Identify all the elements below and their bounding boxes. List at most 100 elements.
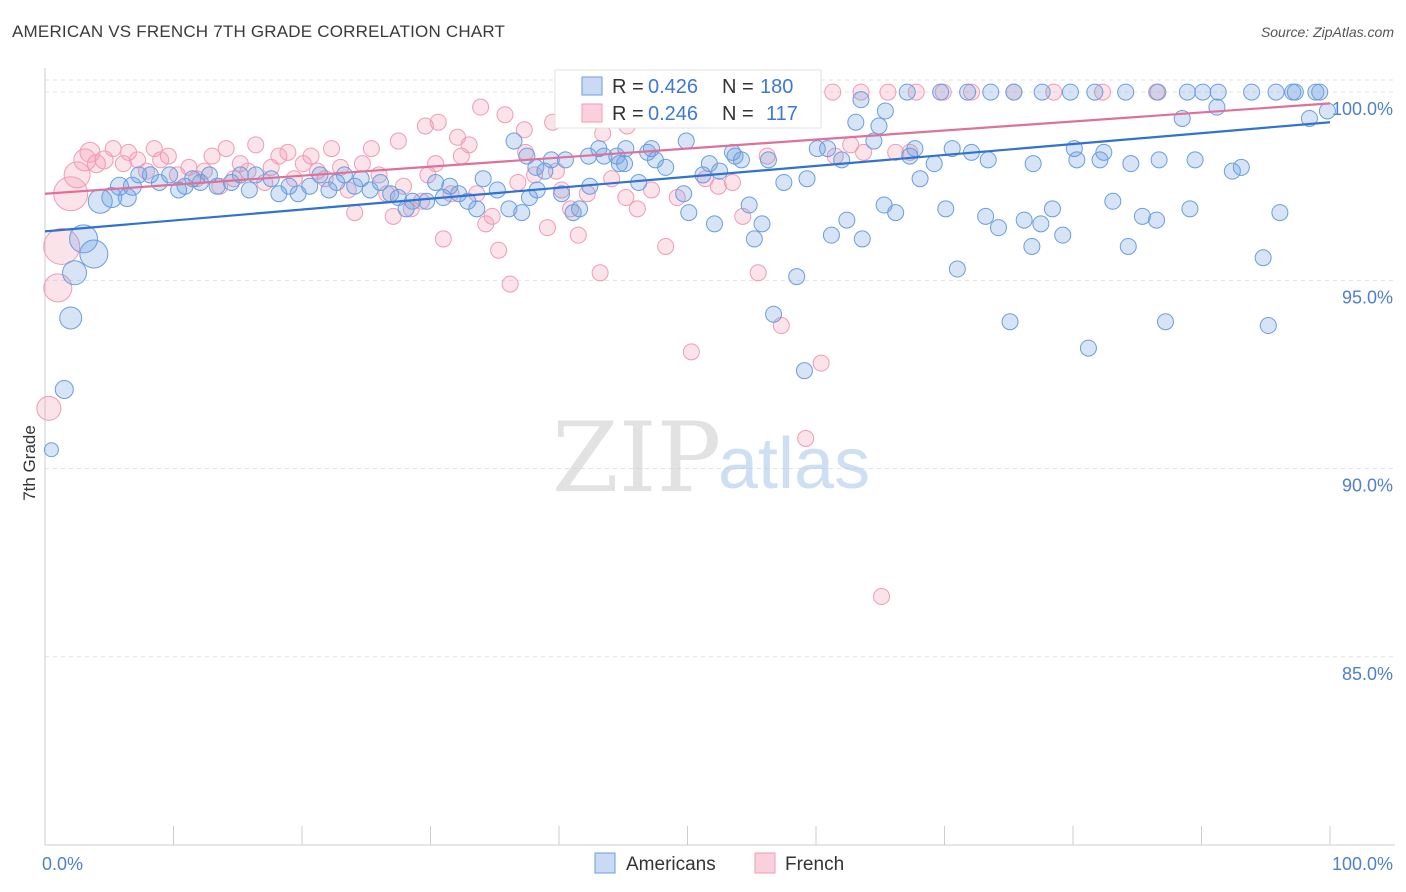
americans-point [788,268,806,286]
french-point [617,189,635,207]
americans-point [130,166,148,184]
french-point [346,204,364,222]
americans-r-label: R = [612,76,644,98]
americans-point [1024,155,1042,173]
americans-point [371,173,389,191]
chart-title: AMERICAN VS FRENCH 7TH GRADE CORRELATION… [12,22,506,41]
americans-point [1079,339,1097,357]
french-point [709,177,727,195]
americans-point [795,362,813,380]
americans-point [1178,83,1196,101]
americans-point [1259,317,1277,335]
americans-point [911,170,929,188]
french-points [36,83,1166,606]
french-point [429,113,447,131]
americans-point [1148,211,1166,229]
americans-point [616,155,634,173]
french-point [43,227,81,265]
americans-point [1271,204,1289,222]
americans-point [1095,143,1113,161]
americans-point [745,230,763,248]
french-r-label: R = [612,103,644,125]
french-point [962,83,980,101]
french-point [203,147,221,165]
americans-point [959,83,977,101]
americans-point [418,192,436,210]
french-point [879,83,897,101]
americans-point [798,170,816,188]
french-point [643,181,661,199]
french-bottom-label: French [785,854,844,875]
americans-point [1284,83,1302,101]
americans-point [571,200,589,218]
french-trend-line [44,102,1331,195]
french-point [509,173,527,191]
americans-point [69,224,99,254]
y-tick-label: 85.0% [1342,664,1393,684]
americans-bottom-swatch [594,852,616,874]
americans-point [79,239,109,269]
french-bottom-swatch [754,852,776,874]
americans-point [1122,155,1140,173]
americans-point [1023,237,1041,255]
americans-point [161,166,179,184]
americans-point [753,215,771,233]
french-point [384,207,402,225]
french-point [855,143,873,161]
americans-point [932,83,950,101]
americans-point [870,117,888,135]
french-point [63,161,91,189]
french-point [538,219,556,237]
americans-point [819,140,837,158]
americans-point [765,305,783,323]
watermark-atlas: atlas [718,424,870,504]
americans-point [1254,249,1272,267]
french-point [129,151,147,169]
americans-point [62,260,88,286]
americans-point [513,204,531,222]
americans-point [937,200,955,218]
americans-point [675,185,693,203]
americans-legend-swatch [581,76,603,96]
french-point [501,275,519,293]
americans-point [474,170,492,188]
y-tick-label: 90.0% [1342,476,1393,496]
french-point [1045,83,1063,101]
americans-point [468,200,486,218]
series-legend: Americans French [594,852,844,875]
americans-point [301,177,319,195]
french-point [682,343,700,361]
french-point [270,147,288,165]
americans-point [595,147,613,165]
americans-point [1032,215,1050,233]
french-point [553,181,571,199]
french-point [159,147,177,165]
french-point [569,226,587,244]
americans-n-value: 180 [760,76,793,98]
americans-r-value: 0.426 [648,76,698,98]
americans-point [1223,162,1241,180]
americans-point [1243,83,1261,101]
french-point [887,143,905,161]
french-point [36,395,62,421]
french-point [515,121,533,139]
y-axis-label: 7th Grade [20,425,39,501]
americans-point [1043,200,1061,218]
french-n-value: 117 [766,103,798,125]
americans-point [518,147,536,165]
axes: 85.0% 90.0% 95.0% 100.0% 0.0% 100.0% [42,68,1395,874]
french-point [302,147,320,165]
french-point [448,128,466,146]
y-tick-label: 95.0% [1342,287,1393,307]
americans-point [833,151,851,169]
americans-point [1267,83,1285,101]
americans-point [775,173,793,191]
americans-point [1068,151,1086,169]
americans-point [977,207,995,225]
french-point [114,155,132,173]
americans-point [556,151,574,169]
americans-point [876,102,894,120]
americans-point [335,166,353,184]
americans-n-label: N = [722,76,754,98]
french-r-value: 0.246 [648,103,698,125]
